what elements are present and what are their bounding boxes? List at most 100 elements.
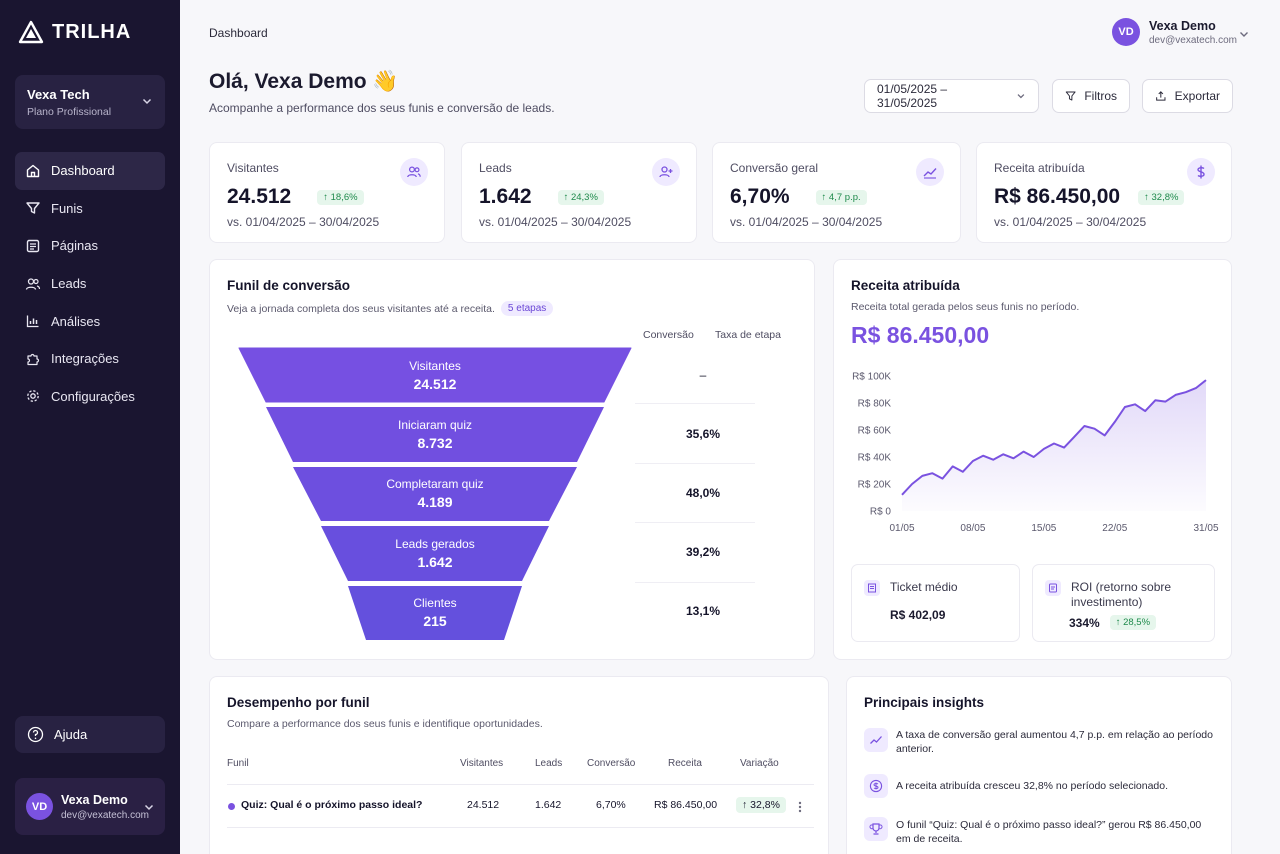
sidebar-nav: Dashboard Funis Páginas Leads Análises I…: [15, 152, 165, 415]
performance-subtitle: Compare a performance dos seus funis e i…: [227, 718, 543, 730]
column-header-leads[interactable]: Leads: [535, 758, 563, 769]
puzzle-icon: [27, 353, 40, 365]
filter-icon: [1065, 91, 1076, 101]
avatar: VD: [1112, 18, 1140, 46]
sidebar-item-paginas[interactable]: Páginas: [15, 227, 165, 265]
funnel-stage-completaram-quiz: [293, 467, 577, 521]
org-plan: Plano Profissional: [27, 106, 112, 118]
funnel-icon: [26, 202, 40, 215]
sidebar-item-label: Dashboard: [51, 163, 115, 179]
stage-value: 8.732: [417, 435, 453, 451]
help-button[interactable]: Ajuda: [15, 716, 165, 753]
user-email: dev@vexatech.com: [61, 809, 149, 821]
performance-card: Desempenho por funil Compare a performan…: [209, 676, 829, 854]
performance-title: Desempenho por funil: [227, 695, 370, 710]
kpi-compare: vs. 01/04/2025 – 30/04/2025: [730, 215, 883, 229]
column-header-revenue[interactable]: Receita: [668, 758, 702, 769]
sidebar-item-configuracoes[interactable]: Configurações: [15, 378, 165, 416]
page-subtitle: Acompanhe a performance dos seus funis e…: [209, 101, 555, 115]
divider: [635, 403, 755, 404]
kpi-label: Leads: [479, 161, 512, 175]
document-icon: [1045, 580, 1061, 596]
date-range-picker[interactable]: 01/05/2025 – 31/05/2025: [864, 79, 1039, 113]
chevron-down-icon: [142, 98, 152, 105]
column-header-variation[interactable]: Variação: [740, 758, 779, 769]
receipt-icon: [864, 580, 880, 596]
home-icon: [26, 164, 40, 177]
kpi-value: 6,70%: [730, 185, 790, 208]
y-tick-label: R$ 80K: [858, 399, 892, 410]
stage-name: Iniciaram quiz: [397, 418, 473, 432]
stage-rate: 13,1%: [685, 604, 721, 618]
kpi-value: 24.512: [227, 185, 292, 208]
column-header-conversion: Conversão: [643, 329, 694, 341]
kpi-value: R$ 86.450,00: [994, 185, 1121, 208]
user-name: Vexa Demo: [61, 792, 128, 807]
sidebar-user-menu[interactable]: VD Vexa Demo dev@vexatech.com: [15, 778, 165, 835]
sidebar-item-analises[interactable]: Análises: [15, 302, 165, 340]
funnel-stage-clientes: [348, 586, 522, 640]
column-header-conversion[interactable]: Conversão: [587, 758, 636, 769]
stage-name: Clientes: [413, 596, 457, 610]
export-button[interactable]: Exportar: [1142, 79, 1233, 113]
y-tick-label: R$ 60K: [858, 426, 892, 437]
stage-value: 4.189: [417, 494, 453, 510]
sidebar-item-label: Páginas: [51, 238, 98, 254]
revenue-title: Receita atribuída: [851, 278, 960, 293]
y-tick-label: R$ 40K: [858, 453, 892, 464]
sidebar-item-integracoes[interactable]: Integrações: [15, 340, 165, 378]
cell-visitors: 24.512: [467, 799, 500, 811]
avatar: VD: [26, 793, 53, 820]
org-switcher[interactable]: Vexa Tech Plano Profissional: [15, 75, 165, 129]
funnel-stage-iniciaram-quiz: [266, 407, 604, 462]
kpi-delta-badge: ↑ 4,7 p.p.: [815, 189, 867, 205]
date-range-value: 01/05/2025 – 31/05/2025: [877, 82, 948, 110]
x-tick-label: 08/05: [960, 523, 985, 534]
logo-icon: [18, 20, 44, 44]
funnel-stage-visitantes: [238, 347, 632, 403]
revenue-subtitle: Receita total gerada pelos seus funis no…: [851, 301, 1080, 313]
export-label: Exportar: [1174, 89, 1220, 103]
filters-button[interactable]: Filtros: [1052, 79, 1130, 113]
ticket-value: R$ 402,09: [890, 608, 946, 622]
top-user-menu[interactable]: VD Vexa Demo dev@vexatech.com: [1112, 18, 1237, 46]
user-name: Vexa Demo: [1149, 18, 1216, 33]
ticket-card: Ticket médio R$ 402,09: [851, 564, 1020, 642]
more-options-icon[interactable]: [798, 801, 802, 813]
kpi-label: Conversão geral: [730, 161, 819, 175]
help-label: Ajuda: [54, 727, 88, 742]
breadcrumb[interactable]: Dashboard: [209, 26, 268, 40]
revenue-line: [901, 379, 1207, 496]
kpi-compare: vs. 01/04/2025 – 30/04/2025: [994, 215, 1147, 229]
sidebar-item-label: Análises: [51, 313, 101, 329]
insights-title: Principais insights: [864, 695, 985, 710]
funnel-graphic: [238, 347, 632, 640]
filters-label: Filtros: [1084, 89, 1117, 103]
kpi-compare: vs. 01/04/2025 – 30/04/2025: [227, 215, 380, 229]
funnel-stage-label: Leads gerados 1.642: [335, 537, 535, 570]
trend-up-icon: [916, 158, 944, 186]
chevron-down-icon: [144, 804, 154, 811]
x-tick-label: 31/05: [1193, 523, 1218, 534]
gear-icon: [27, 390, 39, 403]
page-icon: [26, 239, 40, 253]
sidebar-item-label: Integrações: [51, 351, 119, 367]
brand-logo[interactable]: TRILHA: [18, 20, 131, 44]
stage-name: Visitantes: [409, 359, 461, 373]
column-header-visitors[interactable]: Visitantes: [460, 758, 504, 769]
chevron-down-icon[interactable]: [1238, 28, 1250, 40]
insight-text: A receita atribuída cresceu 32,8% no per…: [896, 780, 1169, 792]
column-header-funnel[interactable]: Funil: [227, 758, 249, 769]
stage-name: Leads gerados: [395, 537, 475, 551]
page-title: Olá, Vexa Demo 👋: [209, 70, 399, 93]
sidebar-item-funis[interactable]: Funis: [15, 190, 165, 228]
kpi-label: Visitantes: [227, 161, 279, 175]
row-dot: [228, 803, 235, 810]
sidebar-item-leads[interactable]: Leads: [15, 265, 165, 303]
insight-text: O funil “Quiz: Qual é o próximo passo id…: [896, 819, 1202, 845]
y-tick-label: R$ 0: [870, 507, 892, 518]
sidebar-item-dashboard[interactable]: Dashboard: [15, 152, 165, 190]
ticket-label: Ticket médio: [890, 580, 958, 594]
chevron-down-icon: [1017, 94, 1025, 99]
stage-value: 215: [423, 613, 447, 629]
